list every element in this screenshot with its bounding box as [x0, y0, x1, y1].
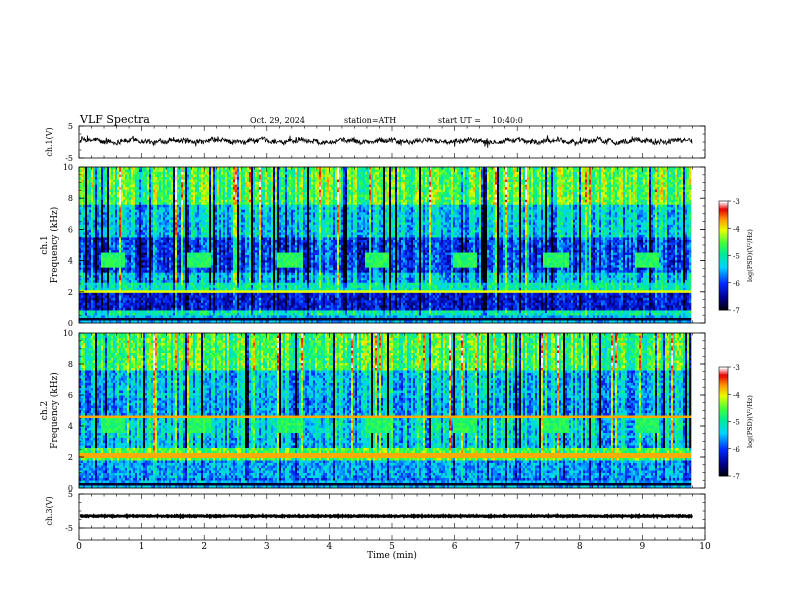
y-axis-label: ch.1(V)	[45, 127, 54, 156]
y-tick-label: 4	[68, 422, 73, 431]
y-axis-label: Frequency (kHz)	[49, 372, 60, 449]
y-tick-label: 4	[68, 257, 73, 266]
panel-frame	[79, 494, 705, 528]
colorbar-tick-label: -4	[733, 391, 740, 399]
y-tick-label: 8	[68, 194, 73, 203]
y-tick-label: 2	[68, 288, 73, 297]
y-tick-label: 5	[68, 490, 73, 499]
colorbar-tick-label: -6	[733, 280, 740, 288]
ch1-colorbar: -3 -4 -5 -6 -7 log(PSD)(V²/Hz)	[719, 198, 754, 315]
y-tick-label: 10	[63, 329, 73, 338]
figure-title: VLF Spectra	[79, 113, 150, 126]
colorbar-tick-label: -5	[733, 419, 740, 427]
waveform-line	[80, 516, 692, 517]
x-tick-label: 1	[139, 542, 145, 552]
colorbar-tick-label: -7	[733, 473, 740, 481]
y-axis-label: ch.3(V)	[45, 496, 54, 525]
y-tick-label: 2	[68, 453, 73, 462]
y-tick-label: -5	[65, 154, 73, 163]
colorbar-tick-label: -3	[733, 364, 740, 372]
ch1-spectrogram-panel: 0 2 4 6 8 10 ch.1 Frequency (kHz)	[40, 163, 705, 328]
date-label: Oct. 29, 2024	[250, 116, 305, 125]
x-tick-label: 10	[699, 542, 711, 552]
colorbar-label: log(PSD)(V²/Hz)	[746, 395, 754, 448]
x-tick-label: 6	[452, 542, 458, 552]
y-tick-label: 0	[68, 319, 73, 328]
ch3-waveform-panel: 5 -5 ch.3(V)	[45, 490, 705, 533]
x-tick-label: 2	[201, 542, 207, 552]
colorbar-tick-label: -6	[733, 446, 740, 454]
colorbar-tick-label: -3	[733, 198, 740, 206]
x-tick-label: 4	[327, 542, 333, 552]
start-ut-value: 10:40:0	[492, 116, 523, 125]
start-ut-label: start UT =	[438, 116, 481, 125]
y-tick-label: 8	[68, 360, 73, 369]
y-tick-label: -5	[65, 524, 73, 533]
y-axis-label: Frequency (kHz)	[49, 207, 60, 284]
y-tick-label: 10	[63, 163, 73, 172]
y-tick-label: 5	[68, 122, 73, 131]
ch1-waveform-panel: 5 -5 ch.1(V)	[45, 122, 705, 163]
channel-label: ch.1	[40, 235, 50, 254]
ch2-colorbar: -3 -4 -5 -6 -7 log(PSD)(V²/Hz)	[719, 364, 754, 481]
x-tick-label: 3	[264, 542, 270, 552]
y-tick-label: 6	[68, 391, 73, 400]
colorbar-tick-label: -7	[733, 307, 740, 315]
channel-label: ch.2	[40, 401, 50, 420]
x-axis-label: Time (min)	[367, 550, 417, 561]
x-tick-label: 9	[640, 542, 646, 552]
station-label: station=ATH	[344, 116, 396, 125]
colorbar-tick-label: -4	[733, 225, 740, 233]
x-tick-label: 0	[76, 542, 82, 552]
y-tick-label: 6	[68, 225, 73, 234]
x-tick-label: 8	[577, 542, 583, 552]
x-tick-label: 7	[514, 542, 520, 552]
waveform-line	[80, 135, 692, 147]
colorbar-tick-label: -5	[733, 253, 740, 261]
colorbar-label: log(PSD)(V²/Hz)	[746, 229, 754, 282]
